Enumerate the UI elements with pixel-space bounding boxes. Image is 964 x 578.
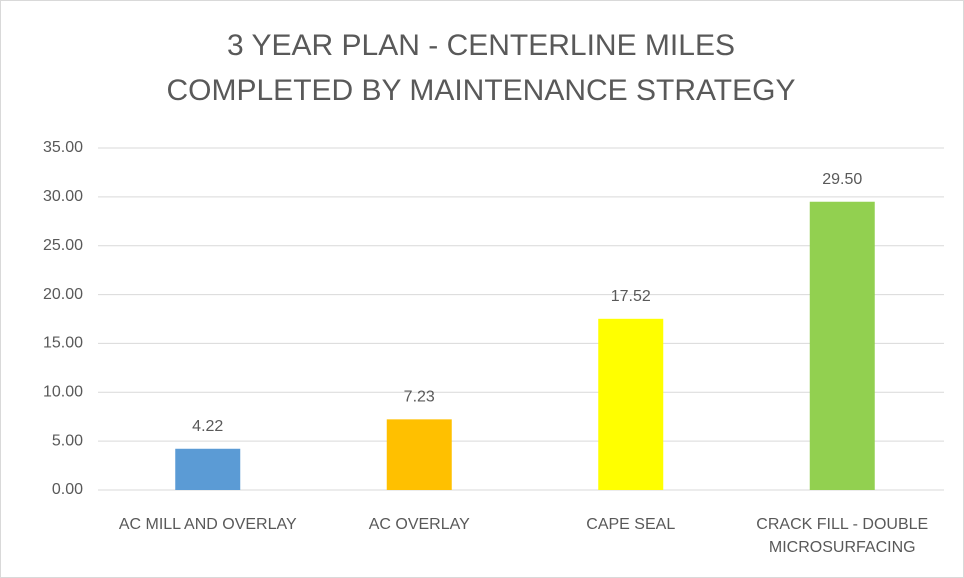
data-label: 4.22 xyxy=(192,418,223,435)
bar xyxy=(598,318,664,490)
y-tick-label: 10.00 xyxy=(43,384,83,401)
bar xyxy=(175,448,241,490)
y-tick-label: 35.00 xyxy=(43,139,83,156)
y-tick-label: 15.00 xyxy=(43,335,83,352)
y-tick-label: 0.00 xyxy=(52,481,83,498)
x-tick-label: AC OVERLAY xyxy=(368,516,470,533)
chart-title: 3 YEAR PLAN - CENTERLINE MILES COMPLETED… xyxy=(166,29,796,107)
y-tick-label: 20.00 xyxy=(43,286,83,303)
y-tick-label: 30.00 xyxy=(43,188,83,205)
y-tick-label: 25.00 xyxy=(43,237,83,254)
data-label: 29.50 xyxy=(822,171,862,188)
x-tick-label: AC MILL AND OVERLAY xyxy=(118,516,297,533)
data-label: 7.23 xyxy=(404,389,435,406)
bar xyxy=(809,201,875,490)
x-tick-label: CAPE SEAL xyxy=(586,516,676,533)
x-tick-label: CRACK FILL - DOUBLE MICROSURFACING xyxy=(756,516,929,556)
y-tick-label: 5.00 xyxy=(52,432,83,449)
data-label: 17.52 xyxy=(611,288,651,305)
bar xyxy=(386,419,452,490)
